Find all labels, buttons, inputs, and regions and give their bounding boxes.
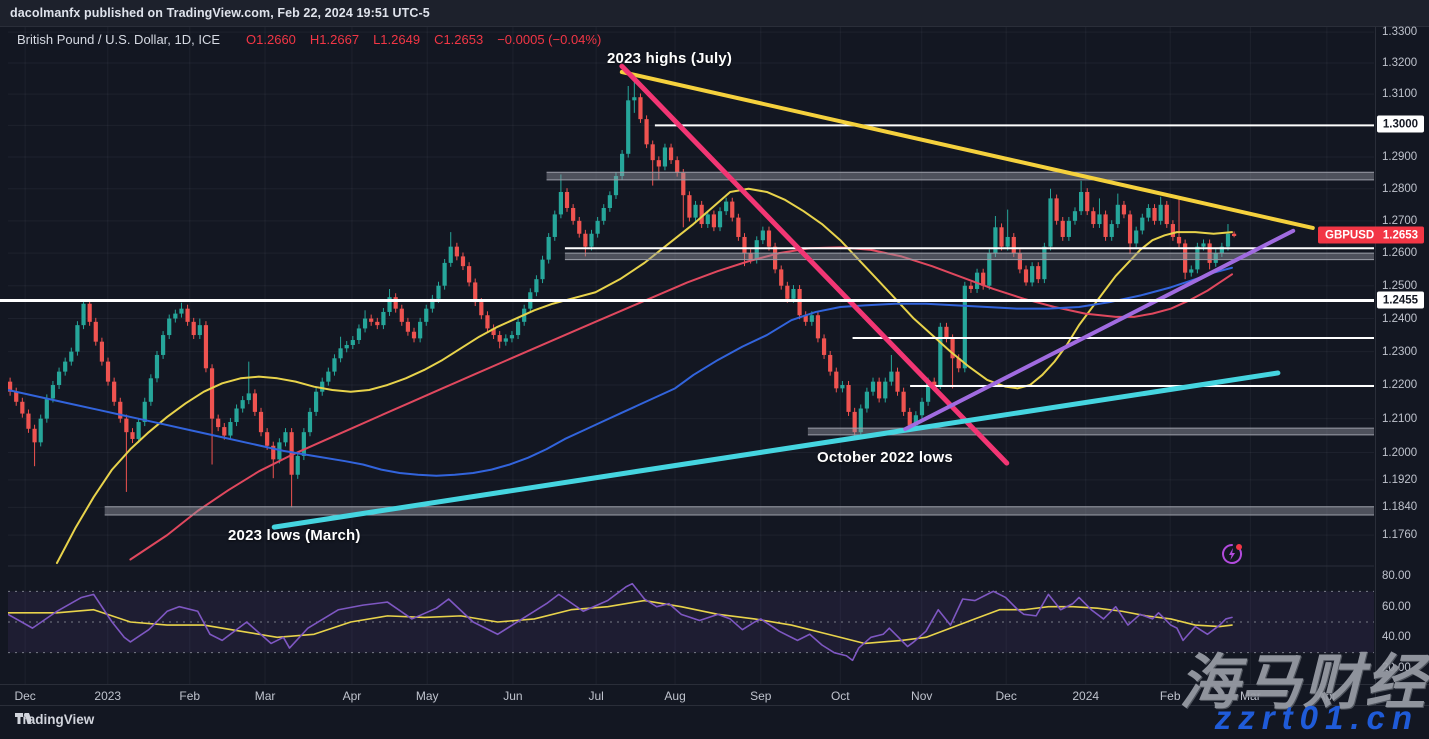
time-tick-label: Jul [588, 689, 604, 703]
watermark-brand: 海马财经 [1179, 649, 1427, 716]
time-tick-label: 2023 [94, 689, 122, 703]
level-badge-1.3000: 1.3000 [1377, 115, 1424, 133]
time-tick-label: Apr [1317, 689, 1337, 703]
zone-resistance-1.2830-1.2850[interactable] [546, 171, 1374, 181]
time-tick-label: Mar [254, 689, 276, 703]
zone-march-2023-lows-zone[interactable] [104, 506, 1374, 516]
time-tick-label: May [415, 689, 439, 703]
time-tick-label: Dec [14, 689, 36, 703]
close-value: C1.2653 [434, 31, 484, 47]
low-value: L1.2649 [373, 31, 421, 47]
tradingview-logo[interactable]: TradingView [15, 712, 94, 727]
price-tick-label: 1.2200 [1382, 378, 1418, 391]
open-value: O1.2660 [246, 31, 296, 47]
time-tick-label: Aug [664, 689, 686, 703]
symbol-title: British Pound / U.S. Dollar, 1D, ICE [17, 31, 221, 47]
zone-zone-1.2580-1.2600[interactable] [564, 252, 1374, 261]
time-tick-label: Sep [750, 689, 772, 703]
trendline-descending-resistance-from-2023-highs[interactable] [619, 70, 1315, 230]
rsi-tick-label: 80.00 [1382, 570, 1411, 582]
annotation-2023-highs: 2023 highs (July) [607, 50, 733, 67]
rsi-tick-label: 40.00 [1382, 631, 1411, 644]
ma-line-ma200 [8, 266, 1233, 477]
rsi-tick-label: 20.00 [1382, 661, 1411, 674]
rsi-pane[interactable] [8, 582, 1374, 662]
tradingview-logo-text: TradingView [15, 712, 95, 727]
price-tick-label: 1.3300 [1382, 26, 1418, 39]
change-value: −0.0005 (−0.04%) [497, 31, 602, 47]
price-tick-label: 1.2900 [1382, 150, 1418, 163]
annotation-2023-lows: 2023 lows (March) [228, 527, 361, 544]
price-tick-label: 1.2600 [1382, 247, 1418, 260]
time-tick-label: Dec [995, 689, 1017, 703]
zone-october-lows-zone[interactable] [807, 427, 1374, 436]
time-tick-label: Jun [503, 689, 523, 703]
price-tick-label: 1.1840 [1382, 501, 1418, 514]
time-tick-label: Nov [911, 689, 933, 703]
ma-line-ma50 [55, 187, 1233, 565]
price-tick-label: 1.3100 [1382, 88, 1418, 101]
time-tick-label: Feb [179, 689, 201, 703]
watermark-site-url[interactable]: zzrt01.cn [1214, 699, 1419, 736]
price-tick-label: 1.2700 [1382, 214, 1418, 227]
price-pane[interactable] [8, 63, 1374, 565]
price-tick-label: 1.2800 [1382, 182, 1418, 195]
price-tick-label: 1.2300 [1382, 345, 1418, 358]
price-tick-label: 1.2400 [1382, 312, 1418, 325]
current-price-badge: 1.2653 [1377, 226, 1424, 244]
level-badge-1.2455: 1.2455 [1377, 291, 1424, 309]
attribution-bar: dacolmanfx published on TradingView.com,… [0, 0, 1429, 27]
annotation-october-2022-lows: October 2022 lows [817, 449, 953, 466]
time-tick-label: Oct [830, 689, 850, 703]
lightning-circle-icon [1222, 544, 1242, 564]
time-tick-label: Mar [1240, 689, 1261, 703]
price-tick-label: 1.1760 [1382, 529, 1418, 542]
tradingview-logo-icon [15, 713, 34, 724]
time-tick-label: Apr [342, 689, 362, 703]
high-value: H1.2667 [309, 31, 360, 47]
price-tick-label: 1.2100 [1382, 412, 1418, 425]
price-tick-label: 1.2500 [1382, 279, 1418, 292]
trendline-long-term-ascending-support[interactable] [271, 370, 1281, 530]
price-tick-label: 1.3200 [1382, 57, 1418, 70]
price-tick-label: 1.1920 [1382, 473, 1418, 486]
symbol-legend[interactable]: British Pound / U.S. Dollar, 1D, ICE O1.… [17, 30, 615, 48]
rsi-tick-label: 60.00 [1382, 600, 1411, 613]
flash-ideas-icon[interactable] [1220, 542, 1244, 566]
attribution-text: dacolmanfx published on TradingView.com,… [10, 6, 430, 20]
time-tick-label: 2024 [1072, 689, 1100, 703]
trendline-steep-decline-to-october-lows[interactable] [619, 63, 1010, 466]
trendline-short-term-ascending-support[interactable] [903, 228, 1296, 432]
symbol-price-tag: GBPUSD [1318, 226, 1382, 244]
price-tick-label: 1.2000 [1382, 446, 1418, 459]
time-tick-label: Feb [1159, 689, 1181, 703]
candlestick-series [8, 81, 1237, 508]
